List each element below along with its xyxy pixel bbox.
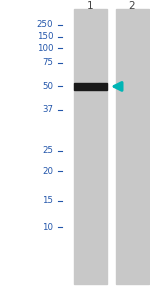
Text: 150: 150 bbox=[37, 32, 53, 41]
Bar bbox=[74, 83, 106, 90]
Text: 75: 75 bbox=[42, 59, 53, 67]
Bar bbox=[116, 9, 148, 284]
Text: 50: 50 bbox=[42, 82, 53, 91]
Text: 2: 2 bbox=[129, 1, 135, 11]
Text: 250: 250 bbox=[37, 21, 53, 29]
Text: 25: 25 bbox=[42, 146, 53, 155]
Text: 37: 37 bbox=[42, 105, 53, 114]
Text: 10: 10 bbox=[42, 223, 53, 231]
Text: 1: 1 bbox=[87, 1, 93, 11]
Text: 20: 20 bbox=[42, 167, 53, 176]
Bar bbox=[74, 9, 106, 284]
Text: 15: 15 bbox=[42, 196, 53, 205]
Text: 100: 100 bbox=[37, 44, 53, 53]
